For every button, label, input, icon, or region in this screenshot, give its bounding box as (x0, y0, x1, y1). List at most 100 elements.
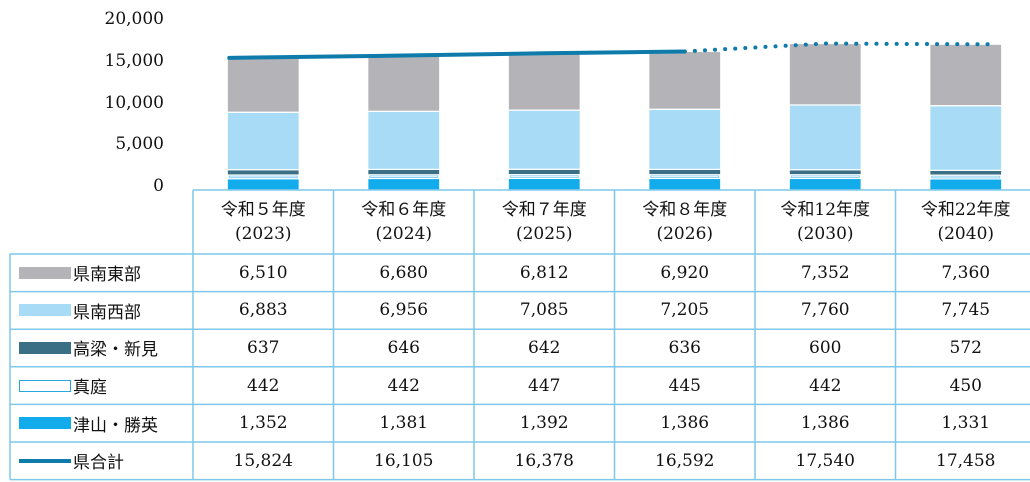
data-cell: 1,392 (519, 413, 569, 434)
legend-row-label: 県南西部 (10, 292, 193, 330)
bar-segment (648, 50, 722, 110)
data-cell: 6,510 (238, 262, 288, 283)
data-cell: 1,386 (800, 413, 850, 434)
legend-swatch (19, 458, 71, 463)
bar-segment (929, 178, 1003, 191)
bar-segment-outline (931, 175, 1001, 179)
data-cell: 572 (949, 337, 982, 358)
category-label: 令和７年度 (501, 200, 587, 220)
legend-swatch (19, 417, 71, 430)
data-cell: 16,105 (374, 450, 434, 471)
bar-segment-outline (228, 175, 298, 179)
bar-segment (226, 111, 300, 171)
category-year: (2023) (234, 224, 292, 244)
bar-segment-outline (509, 175, 579, 178)
bar-segment (507, 109, 581, 170)
data-cell: 6,920 (660, 262, 710, 283)
series-name: 津山・勝英 (73, 415, 158, 436)
legend-swatch (19, 379, 71, 392)
legend-row-label: 県合計 (10, 442, 193, 480)
legend-row-label: 県南東部 (10, 254, 193, 292)
category-year: (2025) (515, 224, 573, 244)
data-cell: 445 (668, 375, 701, 396)
data-cell: 6,883 (238, 300, 288, 321)
bar-segment-outline (650, 175, 720, 178)
total-line-projected (682, 41, 998, 54)
bar-segment (367, 110, 441, 170)
data-cell: 442 (809, 375, 842, 396)
series-name: 県南東部 (73, 265, 141, 286)
legend-swatch (19, 266, 71, 279)
legend-swatch (19, 304, 71, 317)
bar-segment (226, 178, 300, 191)
data-cell: 1,352 (238, 413, 288, 434)
legend-row-label: 高梁・新見 (10, 329, 193, 367)
data-cell: 17,458 (936, 450, 996, 471)
bar-segment (929, 169, 1003, 176)
bar-segment (226, 57, 300, 113)
bar-segment (929, 43, 1003, 107)
legend-row-label: 津山・勝英 (10, 404, 193, 442)
data-cell: 646 (387, 337, 420, 358)
legend-swatch (19, 341, 71, 354)
data-cell: 7,205 (660, 300, 710, 321)
data-cell: 7,352 (800, 262, 850, 283)
data-cell: 15,824 (233, 450, 293, 471)
category-header: 令和12年度 (2030) (755, 190, 896, 254)
data-cell: 7,085 (519, 300, 569, 321)
category-year: (2026) (656, 224, 714, 244)
bar-segment (929, 105, 1003, 171)
series-name: 真庭 (73, 378, 107, 399)
bar-segment (788, 169, 862, 176)
bar-segment (226, 169, 300, 176)
category-label: 令和８年度 (642, 200, 728, 220)
bar-segment-outline (790, 175, 860, 178)
bar-segment (367, 54, 441, 112)
bar-segment (367, 177, 441, 191)
data-cell: 642 (528, 337, 561, 358)
data-cell: 1,381 (379, 413, 429, 434)
series-name: 県合計 (73, 453, 124, 474)
data-cell: 442 (247, 375, 280, 396)
bar-segment (648, 168, 722, 176)
bar-segment (507, 168, 581, 176)
data-cell: 16,378 (514, 450, 574, 471)
data-cell: 1,386 (660, 413, 710, 434)
category-header: 令和22年度 (2040) (896, 190, 1030, 254)
category-header: 令和８年度 (2026) (615, 190, 756, 254)
y-tick-label: 20,000 (104, 9, 164, 29)
data-cell: 7,360 (941, 262, 991, 283)
category-year: (2040) (937, 224, 995, 244)
bar-segment (507, 177, 581, 191)
data-cell: 16,592 (655, 450, 715, 471)
bar-segment (788, 104, 862, 171)
data-cell: 1,331 (941, 413, 991, 434)
data-cell: 7,760 (800, 300, 850, 321)
data-cell: 450 (949, 375, 982, 396)
data-cell: 442 (387, 375, 420, 396)
data-cell: 7,745 (941, 300, 991, 321)
bar-segment (367, 168, 441, 176)
category-header: 令和５年度 (2023) (193, 190, 334, 254)
data-cell: 636 (668, 337, 701, 358)
category-label: 令和６年度 (361, 200, 447, 220)
category-label: 令和５年度 (220, 200, 306, 220)
bar-segment (507, 52, 581, 111)
series-name: 高梁・新見 (73, 340, 158, 361)
data-cell: 6,956 (379, 300, 429, 321)
category-year: (2030) (796, 224, 854, 244)
data-cell: 6,680 (379, 262, 429, 283)
y-tick-label: 15,000 (104, 50, 164, 71)
bar-segment (788, 177, 862, 191)
legend-row-label: 真庭 (10, 367, 193, 405)
data-cell: 600 (809, 337, 842, 358)
category-label: 令和12年度 (780, 200, 871, 220)
total-line-actual (227, 49, 687, 60)
category-label: 令和22年度 (920, 200, 1011, 220)
y-tick-label: 5,000 (115, 134, 164, 155)
category-header: 令和７年度 (2025) (474, 190, 615, 254)
y-tick-label: 10,000 (104, 92, 164, 113)
category-year: (2024) (375, 224, 433, 244)
bar-segment-outline (369, 175, 439, 178)
